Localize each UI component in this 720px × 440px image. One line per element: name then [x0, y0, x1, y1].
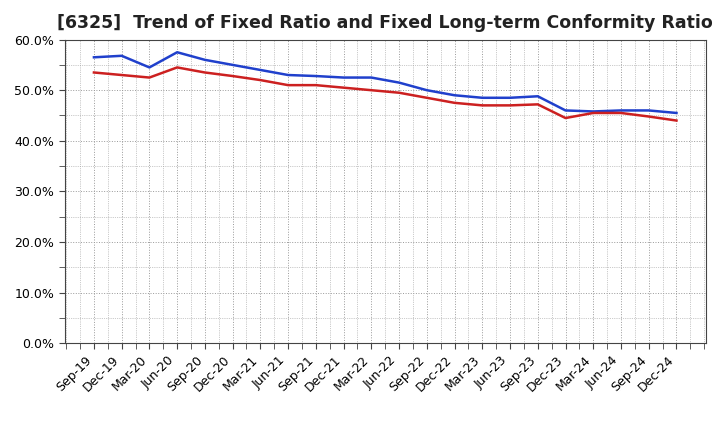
Fixed Long-term Conformity Ratio — [534, 102, 542, 107]
Fixed Long-term Conformity Ratio — [395, 90, 403, 95]
Fixed Long-term Conformity Ratio — [145, 75, 154, 80]
Fixed Ratio — [312, 73, 320, 79]
Fixed Long-term Conformity Ratio — [478, 103, 487, 108]
Fixed Ratio — [672, 110, 681, 116]
Fixed Long-term Conformity Ratio — [505, 103, 514, 108]
Line: Fixed Long-term Conformity Ratio: Fixed Long-term Conformity Ratio — [94, 67, 677, 121]
Fixed Ratio — [534, 94, 542, 99]
Fixed Long-term Conformity Ratio — [173, 65, 181, 70]
Fixed Long-term Conformity Ratio — [423, 95, 431, 100]
Fixed Long-term Conformity Ratio — [201, 70, 210, 75]
Fixed Ratio — [256, 67, 265, 73]
Fixed Long-term Conformity Ratio — [256, 77, 265, 83]
Fixed Long-term Conformity Ratio — [616, 110, 625, 116]
Fixed Long-term Conformity Ratio — [644, 114, 653, 119]
Fixed Long-term Conformity Ratio — [117, 72, 126, 77]
Fixed Long-term Conformity Ratio — [561, 115, 570, 121]
Fixed Long-term Conformity Ratio — [450, 100, 459, 106]
Fixed Long-term Conformity Ratio — [228, 73, 237, 79]
Fixed Ratio — [89, 55, 98, 60]
Fixed Ratio — [395, 80, 403, 85]
Fixed Long-term Conformity Ratio — [672, 118, 681, 123]
Fixed Ratio — [145, 65, 154, 70]
Fixed Ratio — [339, 75, 348, 80]
Fixed Ratio — [644, 108, 653, 113]
Fixed Long-term Conformity Ratio — [89, 70, 98, 75]
Fixed Ratio — [478, 95, 487, 100]
Fixed Long-term Conformity Ratio — [367, 88, 376, 93]
Fixed Ratio — [201, 57, 210, 62]
Title: [6325]  Trend of Fixed Ratio and Fixed Long-term Conformity Ratio: [6325] Trend of Fixed Ratio and Fixed Lo… — [58, 15, 713, 33]
Fixed Ratio — [423, 88, 431, 93]
Fixed Ratio — [173, 50, 181, 55]
Line: Fixed Ratio: Fixed Ratio — [94, 52, 677, 113]
Fixed Ratio — [367, 75, 376, 80]
Fixed Ratio — [117, 53, 126, 59]
Fixed Ratio — [450, 92, 459, 98]
Fixed Ratio — [616, 108, 625, 113]
Fixed Long-term Conformity Ratio — [284, 82, 292, 88]
Fixed Ratio — [284, 72, 292, 77]
Fixed Long-term Conformity Ratio — [339, 85, 348, 90]
Fixed Ratio — [589, 109, 598, 114]
Fixed Ratio — [505, 95, 514, 100]
Fixed Ratio — [561, 108, 570, 113]
Fixed Long-term Conformity Ratio — [589, 110, 598, 116]
Fixed Long-term Conformity Ratio — [312, 82, 320, 88]
Fixed Ratio — [228, 62, 237, 67]
